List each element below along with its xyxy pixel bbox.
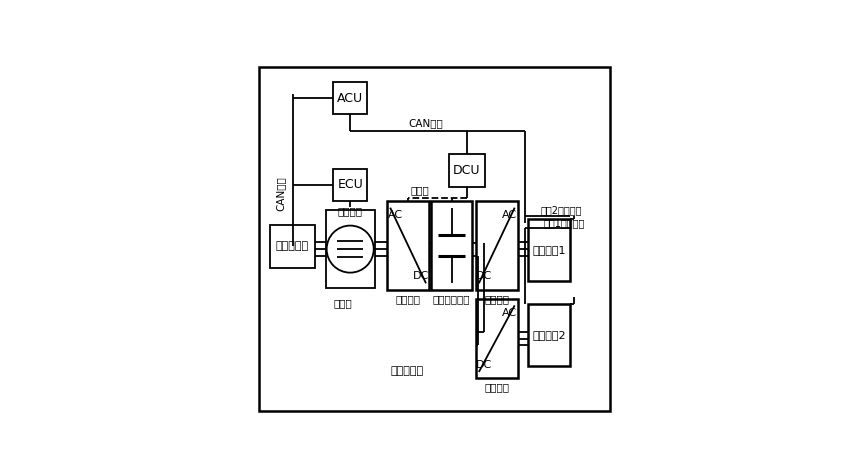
- Text: 逆变模块: 逆变模块: [484, 294, 509, 304]
- Text: 励磁信号: 励磁信号: [338, 206, 363, 216]
- Text: ECU: ECU: [337, 179, 363, 191]
- Text: AC: AC: [388, 210, 403, 220]
- FancyBboxPatch shape: [259, 67, 610, 411]
- Text: CAN总线: CAN总线: [408, 118, 443, 128]
- FancyBboxPatch shape: [431, 201, 472, 290]
- Text: 牢引变流器: 牢引变流器: [391, 366, 424, 376]
- Text: AC: AC: [502, 210, 517, 220]
- Text: 电机2速度信号: 电机2速度信号: [540, 205, 582, 215]
- FancyBboxPatch shape: [528, 304, 570, 366]
- Text: 逆变模块: 逆变模块: [484, 383, 509, 392]
- Text: 整流模块: 整流模块: [396, 294, 420, 304]
- Text: AC: AC: [502, 308, 517, 318]
- FancyBboxPatch shape: [333, 82, 368, 114]
- FancyBboxPatch shape: [387, 201, 429, 290]
- Text: CAN总线: CAN总线: [276, 177, 286, 212]
- FancyBboxPatch shape: [270, 225, 315, 268]
- Text: 电机1速度信号: 电机1速度信号: [544, 218, 585, 228]
- Text: ACU: ACU: [337, 92, 363, 104]
- Text: DC: DC: [476, 271, 492, 281]
- FancyBboxPatch shape: [476, 299, 517, 378]
- Text: 发电机: 发电机: [334, 298, 352, 308]
- Text: 直流滤波环节: 直流滤波环节: [433, 294, 471, 304]
- Text: DCU: DCU: [453, 164, 481, 177]
- FancyBboxPatch shape: [448, 154, 485, 187]
- FancyBboxPatch shape: [333, 169, 368, 201]
- FancyBboxPatch shape: [476, 201, 517, 290]
- Text: 牢引电机2: 牢引电机2: [533, 330, 566, 340]
- Text: 牢引电机1: 牢引电机1: [533, 245, 566, 255]
- Text: 柴油发动机: 柴油发动机: [276, 242, 309, 251]
- FancyBboxPatch shape: [528, 219, 570, 281]
- FancyBboxPatch shape: [326, 210, 374, 288]
- Text: DC: DC: [476, 360, 492, 370]
- Text: DC: DC: [413, 271, 429, 281]
- Text: 光信号: 光信号: [410, 185, 429, 196]
